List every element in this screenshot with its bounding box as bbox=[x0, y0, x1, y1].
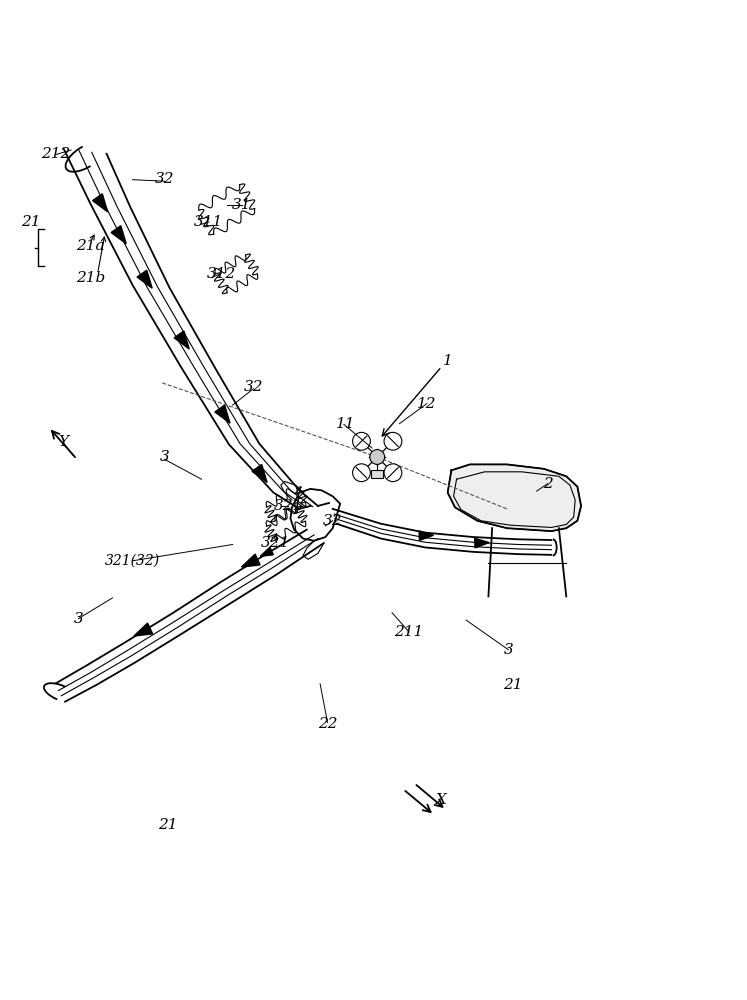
Text: 12: 12 bbox=[417, 397, 437, 411]
Polygon shape bbox=[474, 538, 489, 548]
Text: 211: 211 bbox=[394, 625, 424, 639]
Polygon shape bbox=[137, 270, 152, 288]
Polygon shape bbox=[93, 194, 108, 212]
Text: 32: 32 bbox=[323, 514, 342, 528]
Polygon shape bbox=[215, 405, 230, 423]
Text: Y: Y bbox=[58, 435, 69, 449]
Polygon shape bbox=[134, 623, 152, 636]
Text: 21a: 21a bbox=[76, 239, 105, 253]
Text: 311: 311 bbox=[194, 215, 223, 229]
Text: 212: 212 bbox=[42, 147, 71, 161]
Text: 21: 21 bbox=[158, 818, 177, 832]
Circle shape bbox=[384, 464, 402, 482]
Text: 3: 3 bbox=[503, 643, 513, 657]
Circle shape bbox=[353, 432, 371, 450]
Text: 321: 321 bbox=[273, 499, 303, 513]
Text: 321: 321 bbox=[261, 536, 291, 550]
Polygon shape bbox=[174, 331, 189, 349]
Text: 2: 2 bbox=[543, 477, 553, 491]
Polygon shape bbox=[111, 226, 126, 244]
Text: 11: 11 bbox=[335, 417, 355, 431]
Text: 321(32): 321(32) bbox=[105, 554, 160, 568]
Text: 312: 312 bbox=[207, 267, 236, 281]
Text: X: X bbox=[436, 793, 447, 807]
Circle shape bbox=[384, 432, 402, 450]
Text: 32: 32 bbox=[155, 172, 174, 186]
Text: 21: 21 bbox=[503, 678, 523, 692]
Text: 31: 31 bbox=[232, 198, 251, 212]
Circle shape bbox=[353, 464, 371, 482]
Text: 22: 22 bbox=[317, 717, 338, 731]
Polygon shape bbox=[252, 464, 267, 482]
Polygon shape bbox=[419, 531, 433, 540]
Text: 3: 3 bbox=[73, 612, 83, 626]
Bar bbox=[371, 470, 383, 478]
Text: 32: 32 bbox=[244, 380, 263, 394]
Text: 3: 3 bbox=[160, 450, 170, 464]
Text: 21b: 21b bbox=[75, 271, 105, 285]
Text: 21: 21 bbox=[21, 215, 40, 229]
Polygon shape bbox=[447, 464, 581, 531]
Circle shape bbox=[370, 450, 385, 464]
Polygon shape bbox=[241, 554, 260, 567]
Polygon shape bbox=[260, 547, 273, 556]
Text: 1: 1 bbox=[443, 354, 453, 368]
